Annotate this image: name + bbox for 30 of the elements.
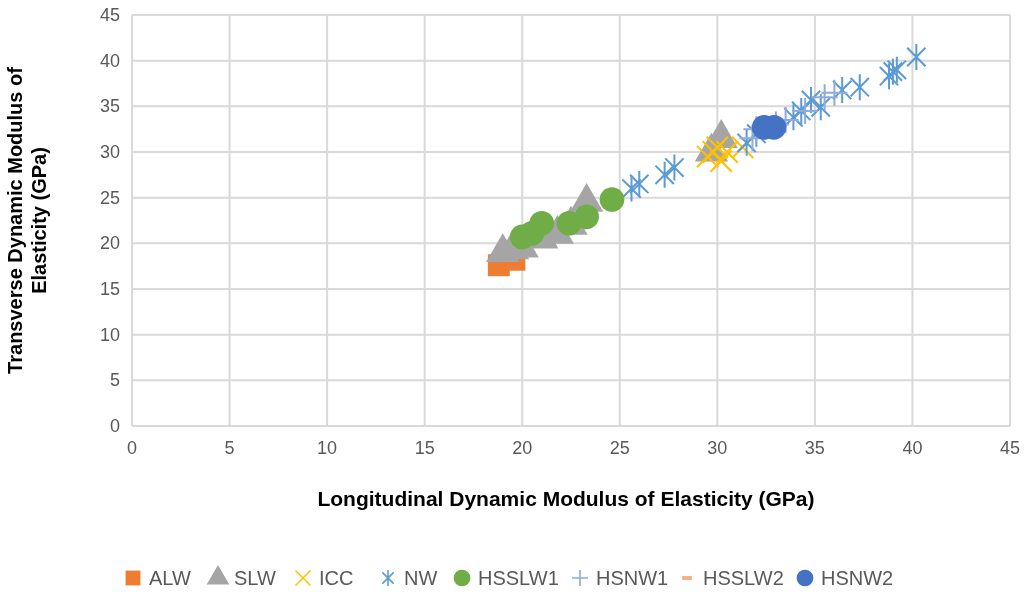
x-tick-label: 5 [224, 438, 235, 458]
legend-label: HSNW1 [596, 567, 669, 589]
legend-label: HSNW2 [821, 567, 894, 589]
y-tick-label: 45 [99, 5, 120, 25]
y-tick-label: 5 [109, 370, 120, 391]
legend-label: ICC [319, 567, 354, 589]
y-tick-label: 0 [109, 416, 120, 436]
y-tick-label: 35 [99, 96, 120, 117]
legend-label: ALW [149, 567, 191, 589]
y-tick-label: 40 [99, 50, 120, 71]
x-tick-label: 30 [707, 438, 728, 458]
legend-label: SLW [234, 567, 276, 589]
y-tick-label: 25 [99, 187, 120, 208]
x-tick-label: 35 [804, 438, 825, 458]
y-tick-label: 30 [99, 142, 120, 162]
y-tick-label: 20 [99, 233, 120, 254]
legend-label: NW [404, 567, 438, 589]
x-tick-label: 40 [902, 438, 923, 458]
x-axis-title: Longitudinal Dynamic Modulus of Elasticity (GPa) [317, 487, 815, 510]
y-tick-label: 10 [99, 324, 120, 345]
x-tick-label: 25 [609, 438, 630, 458]
legend-label: HSSLW1 [478, 567, 559, 589]
x-tick-label: 10 [317, 438, 338, 458]
y-axis-title: Transverse Dynamic Modulus of Elasticity (GPa) [4, 66, 50, 374]
y-tick-label: 15 [99, 279, 120, 299]
x-tick-label: 15 [414, 438, 435, 458]
x-tick-label: 20 [512, 438, 533, 458]
legend-label: HSSLW2 [703, 567, 784, 589]
x-tick-label: 45 [999, 438, 1021, 458]
x-tick-label: 0 [126, 438, 138, 458]
